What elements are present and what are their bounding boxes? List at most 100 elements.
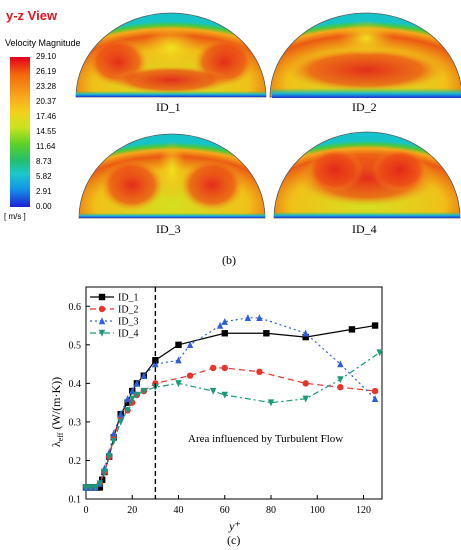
y-tick-label: 0.6 bbox=[69, 302, 82, 313]
y-tick-label: 0.5 bbox=[69, 340, 82, 351]
data-point bbox=[302, 380, 309, 387]
contour-panel-id4 bbox=[273, 131, 461, 219]
x-tick-label: 60 bbox=[220, 505, 230, 516]
colorbar-tick: 26.19 bbox=[36, 67, 57, 76]
data-point bbox=[221, 317, 228, 325]
panel-label-id2: ID_2 bbox=[352, 100, 377, 114]
data-point bbox=[87, 484, 94, 492]
contour-panel-id1 bbox=[75, 12, 267, 98]
data-point bbox=[175, 341, 182, 349]
series-id4 bbox=[82, 349, 383, 492]
data-point bbox=[221, 364, 228, 372]
data-point bbox=[101, 468, 108, 476]
data-point bbox=[221, 330, 228, 337]
colorbar-tick: 14.55 bbox=[36, 127, 57, 136]
axis-ticks: 0 20 40 60 80 100 120 0.1 0.2 0.3 0.4 0.5 0.6 bbox=[69, 302, 372, 516]
data-point bbox=[110, 437, 117, 445]
data-point bbox=[302, 395, 309, 403]
chart-legend: ID_1ID_2ID_3ID_4 bbox=[90, 293, 139, 340]
data-point bbox=[129, 387, 136, 395]
data-point bbox=[92, 484, 99, 492]
data-point bbox=[376, 349, 383, 357]
data-point bbox=[124, 399, 131, 406]
data-point bbox=[96, 484, 104, 491]
data-point bbox=[348, 326, 356, 333]
colorbar-tick: 29.10 bbox=[36, 52, 57, 61]
caption-c: (c) bbox=[227, 533, 240, 547]
series-id1 bbox=[82, 322, 379, 491]
data-point bbox=[244, 314, 252, 322]
legend-swatch-marker bbox=[98, 305, 106, 313]
legend-label: ID_4 bbox=[118, 329, 139, 340]
legend-entry: ID_4 bbox=[90, 329, 139, 340]
data-point bbox=[302, 329, 309, 337]
data-point bbox=[117, 418, 124, 426]
velocity-colorbar bbox=[10, 57, 30, 207]
legend-label: ID_2 bbox=[118, 305, 139, 316]
colorbar-tick: 8.73 bbox=[36, 157, 52, 166]
x-axis-title: y⁺ bbox=[228, 519, 241, 533]
data-point bbox=[221, 391, 228, 399]
plot-area-border bbox=[85, 286, 383, 500]
y-tick-label: 0.2 bbox=[69, 456, 82, 467]
legend-entry: ID_1 bbox=[90, 293, 139, 304]
data-point bbox=[140, 371, 148, 379]
data-point bbox=[124, 395, 131, 402]
data-point bbox=[337, 376, 344, 384]
velocity-contour-figure: y-z View Velocity Magnitude 29.10 26.19 … bbox=[0, 0, 461, 272]
legend-label: ID_3 bbox=[118, 317, 139, 328]
x-tick-label: 80 bbox=[266, 505, 276, 516]
view-title: y-z View bbox=[6, 8, 58, 23]
legend-swatch-marker bbox=[98, 317, 106, 325]
y-tick-label: 0.4 bbox=[69, 379, 82, 390]
contour-panel-id2 bbox=[269, 12, 461, 98]
data-point bbox=[216, 321, 224, 329]
x-tick-label: 100 bbox=[310, 505, 325, 516]
contour-panel-id3 bbox=[78, 133, 266, 219]
panel-label-id4: ID_4 bbox=[352, 222, 377, 236]
series-layer bbox=[82, 314, 383, 492]
data-point bbox=[82, 484, 90, 492]
series-line bbox=[86, 352, 381, 489]
data-point bbox=[256, 314, 263, 322]
data-point bbox=[371, 322, 379, 329]
data-point bbox=[124, 407, 131, 415]
legend-swatch-marker bbox=[98, 293, 106, 301]
legend-entry: ID_2 bbox=[90, 305, 139, 316]
y-tick-label: 0.1 bbox=[69, 495, 82, 506]
data-point bbox=[117, 410, 124, 418]
colorbar-tick: 23.28 bbox=[36, 82, 57, 91]
panel-label-id1: ID_1 bbox=[156, 100, 181, 114]
colorbar-unit: [ m/s ] bbox=[4, 212, 26, 221]
colorbar-tick: 11.64 bbox=[36, 142, 56, 151]
data-point bbox=[96, 480, 104, 488]
colorbar-tick: 17.46 bbox=[36, 112, 57, 121]
data-point bbox=[337, 384, 344, 391]
data-point bbox=[129, 395, 136, 403]
data-point bbox=[209, 387, 217, 395]
x-tick-label: 20 bbox=[127, 505, 137, 516]
data-point bbox=[98, 476, 106, 483]
data-point bbox=[175, 380, 182, 388]
legend-label: ID_1 bbox=[118, 293, 139, 304]
data-point bbox=[175, 356, 182, 364]
series-line bbox=[86, 367, 376, 489]
colorbar-tick: 2.91 bbox=[36, 187, 52, 196]
y-axis-title: λeff (W/(m·K)) bbox=[49, 377, 65, 447]
y-tick-label: 0.3 bbox=[69, 417, 82, 428]
caption-b: (b) bbox=[222, 253, 236, 267]
data-point bbox=[302, 333, 309, 341]
data-point bbox=[186, 372, 194, 379]
colorbar-title: Velocity Magnitude bbox=[5, 38, 81, 48]
colorbar-tick: 5.82 bbox=[36, 172, 52, 181]
data-point bbox=[110, 429, 117, 437]
data-point bbox=[371, 395, 379, 402]
x-tick-label: 120 bbox=[356, 505, 371, 516]
turbulent-annotation: Area influenced by Turbulent Flow bbox=[188, 433, 343, 445]
data-point bbox=[140, 387, 148, 395]
data-point bbox=[256, 368, 263, 375]
legend-entry: ID_3 bbox=[90, 317, 139, 328]
data-point bbox=[186, 341, 194, 349]
data-point bbox=[371, 387, 379, 395]
plot-frame bbox=[85, 286, 383, 500]
